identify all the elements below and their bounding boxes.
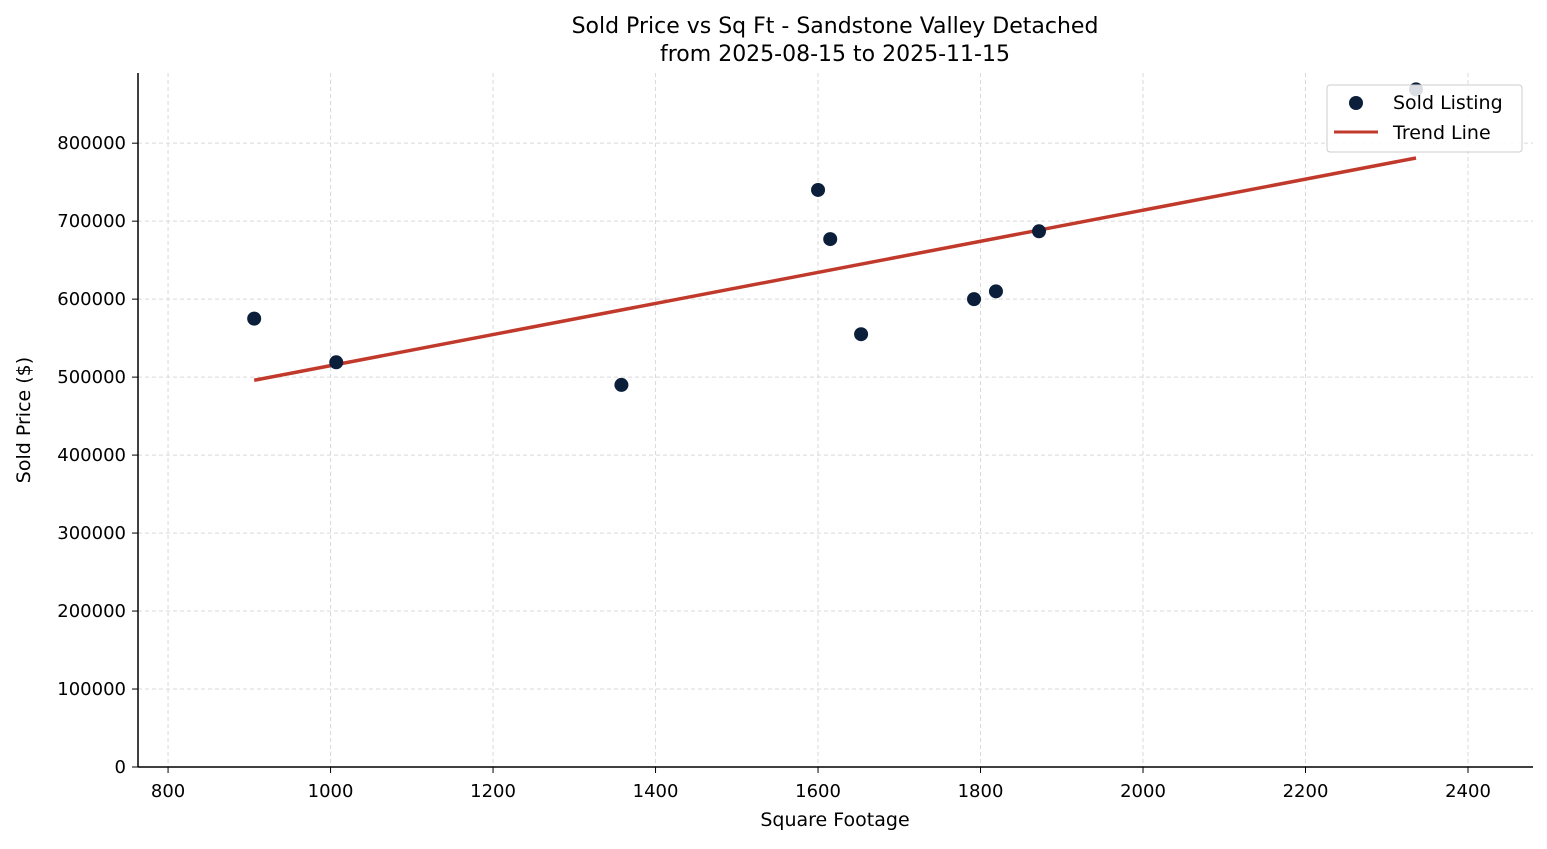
sold-listing-point — [614, 377, 629, 392]
sold-listing-point — [988, 284, 1003, 299]
x-axis-label: Square Footage — [760, 809, 909, 831]
x-tick-label: 1800 — [958, 781, 1004, 802]
x-tick-label: 2000 — [1120, 781, 1166, 802]
legend-marker-sold-listing — [1349, 96, 1363, 110]
y-tick-label: 0 — [115, 757, 126, 778]
y-tick-label: 600000 — [57, 289, 126, 310]
sold-listing-point — [823, 232, 838, 247]
y-axis-label: Sold Price ($) — [13, 357, 35, 483]
sold-listing-point — [967, 292, 982, 307]
x-tick-label: 2400 — [1445, 781, 1491, 802]
trend-line — [253, 156, 1417, 382]
sold-listing-point — [811, 182, 826, 197]
legend-box — [1326, 84, 1523, 153]
legend-label-sold-listing: Sold Listing — [1393, 92, 1503, 114]
y-tick-label: 500000 — [57, 367, 126, 388]
y-tick-label: 700000 — [57, 211, 126, 232]
y-tick-label: 300000 — [57, 523, 126, 544]
y-tick-label: 100000 — [57, 679, 126, 700]
sold-listing-point — [854, 327, 869, 342]
sold-listing-point — [329, 355, 344, 370]
y-tick-label: 200000 — [57, 601, 126, 622]
x-tick-label: 1000 — [308, 781, 354, 802]
y-tick-label: 400000 — [57, 445, 126, 466]
legend: Sold Listing Trend Line — [1326, 84, 1523, 153]
legend-label-trend-line: Trend Line — [1392, 122, 1491, 144]
x-tick-label: 1200 — [470, 781, 516, 802]
sold-listing-point — [1032, 224, 1047, 239]
chart-subtitle: from 2025-08-15 to 2025-11-15 — [660, 42, 1010, 67]
x-tick-label: 1600 — [795, 781, 841, 802]
x-tick-label: 2200 — [1283, 781, 1329, 802]
y-tick-label: 800000 — [57, 133, 126, 154]
x-tick-label: 800 — [151, 781, 185, 802]
sold-listing-point — [247, 311, 262, 326]
x-tick-label: 1400 — [633, 781, 679, 802]
chart-title: Sold Price vs Sq Ft - Sandstone Valley D… — [572, 14, 1099, 39]
